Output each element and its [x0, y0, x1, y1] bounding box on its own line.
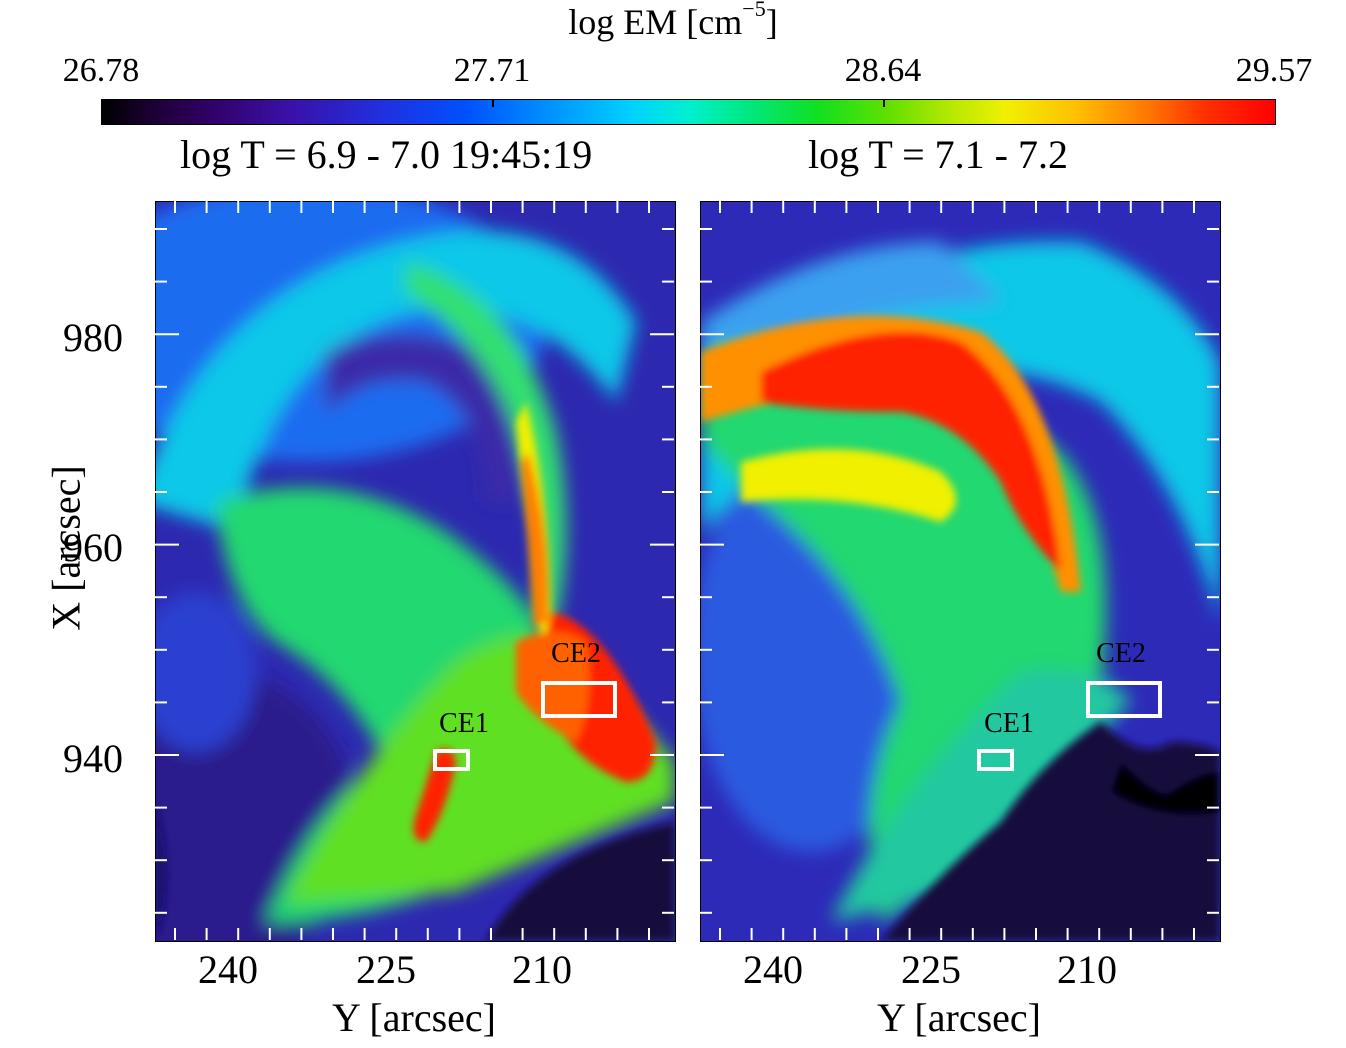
- colorbar-tick-label: 27.71: [453, 52, 531, 89]
- ce1-label: CE1: [984, 708, 1034, 739]
- x-tick-label: 225: [356, 947, 416, 992]
- colorbar: [101, 99, 1276, 125]
- ce1-box: [977, 749, 1014, 771]
- colorbar-tick-label: 26.78: [62, 52, 140, 89]
- colorbar-title: log EM [cm−5]: [568, 0, 778, 42]
- colorbar-tick-label: 28.64: [844, 52, 922, 89]
- x-tick-label: 240: [743, 947, 803, 992]
- colorbar-tick: [883, 99, 885, 107]
- em-map-left: [156, 202, 675, 941]
- x-tick-label: 240: [198, 947, 258, 992]
- ce1-label: CE1: [439, 708, 489, 739]
- y-tick-label: 940: [63, 736, 123, 781]
- em-map-panel-left: CE1 CE2: [155, 201, 676, 942]
- x-tick-label: 210: [512, 947, 572, 992]
- panel-title-right: log T = 7.1 - 7.2: [808, 132, 1068, 177]
- x-axis-label-left: Y [arcsec]: [332, 995, 496, 1040]
- y-tick-label: 960: [63, 525, 123, 570]
- x-tick-label: 225: [901, 947, 961, 992]
- panel-title-left: log T = 6.9 - 7.0 19:45:19: [180, 132, 593, 177]
- ce2-box: [1086, 681, 1162, 718]
- ce1-box: [433, 749, 470, 771]
- em-map-panel-right: CE1 CE2: [700, 201, 1221, 942]
- y-axis-label: X [arcsec]: [43, 465, 89, 631]
- em-map-right: [701, 202, 1220, 941]
- y-tick-label: 980: [63, 315, 123, 360]
- colorbar-tick-label: 29.57: [1235, 52, 1313, 89]
- ce2-label: CE2: [551, 638, 601, 669]
- x-axis-label-right: Y [arcsec]: [877, 995, 1041, 1040]
- x-tick-label: 210: [1057, 947, 1117, 992]
- ce2-label: CE2: [1096, 638, 1146, 669]
- ce2-box: [541, 681, 617, 718]
- colorbar-tick: [492, 99, 494, 107]
- tick-marks: [155, 201, 1219, 940]
